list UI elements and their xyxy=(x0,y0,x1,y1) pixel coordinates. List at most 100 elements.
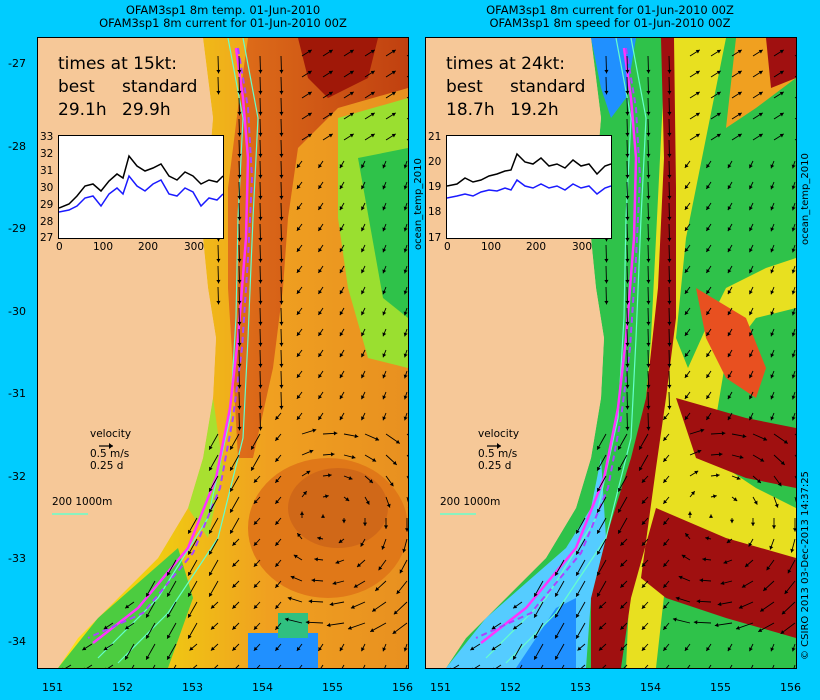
current-arrowhead xyxy=(705,536,710,541)
inset-ytick: 18 xyxy=(428,206,442,218)
current-arrowhead xyxy=(258,279,263,284)
current-arrowhead xyxy=(555,592,559,597)
current-arrowhead xyxy=(375,436,380,441)
current-arrowhead xyxy=(251,445,255,450)
isobath-line xyxy=(505,38,647,664)
current-arrowhead xyxy=(576,634,580,639)
current-arrowhead xyxy=(618,487,622,492)
current-arrowhead xyxy=(667,342,672,347)
current-arrowhead xyxy=(253,604,258,609)
lat-tick-label: -34 xyxy=(8,635,26,648)
current-arrowhead xyxy=(770,647,775,652)
current-arrowhead xyxy=(625,237,630,242)
times-header: times at 15kt: xyxy=(58,54,178,74)
current-arrowhead xyxy=(625,279,630,284)
current-arrowhead xyxy=(318,332,322,337)
current-arrowhead xyxy=(237,321,242,326)
current-arrow xyxy=(214,664,219,668)
current-vector-field xyxy=(62,49,408,668)
velocity-legend-arrow xyxy=(487,443,501,449)
current-arrowhead xyxy=(750,522,756,526)
current-arrowhead xyxy=(646,174,651,179)
current-arrowhead xyxy=(577,646,582,651)
current-arrowhead xyxy=(360,542,365,547)
current-arrowhead xyxy=(716,70,721,75)
speed-inset-chart xyxy=(446,135,612,239)
current-arrowhead xyxy=(667,279,672,284)
current-arrowhead xyxy=(237,279,242,284)
current-arrowhead xyxy=(361,269,365,274)
current-arrowhead xyxy=(706,416,710,421)
lon-tick-label: 153 xyxy=(182,681,203,694)
current-arrowhead xyxy=(312,428,317,433)
current-arrowhead xyxy=(777,482,782,487)
current-arrowhead xyxy=(684,163,689,168)
current-arrowhead xyxy=(354,434,359,439)
current-arrowhead xyxy=(361,206,365,211)
moderate-speed-band xyxy=(696,288,766,398)
current-arrowhead xyxy=(738,604,743,609)
current-arrowhead xyxy=(620,604,625,609)
current-arrowhead xyxy=(339,311,344,316)
current-arrow xyxy=(794,433,796,436)
best-time-value: 18.7h xyxy=(446,100,495,120)
current-arrowhead xyxy=(742,434,747,439)
current-arrowhead xyxy=(723,560,728,564)
current-arrowhead xyxy=(667,111,672,116)
current-arrowhead xyxy=(146,634,150,639)
current-arrowhead xyxy=(706,647,710,652)
current-arrowhead xyxy=(253,478,258,483)
current-arrowhead xyxy=(736,625,740,630)
current-arrowhead xyxy=(639,466,643,471)
current-arrowhead xyxy=(667,216,672,221)
current-arrowhead xyxy=(684,415,689,420)
current-arrowhead xyxy=(739,455,744,460)
current-arrowhead xyxy=(699,578,704,583)
current-arrowhead xyxy=(727,311,732,316)
current-arrowhead xyxy=(784,590,789,595)
lat-tick-label: -29 xyxy=(8,222,26,235)
current-arrowhead xyxy=(727,395,732,400)
current-arrowhead xyxy=(695,112,700,117)
current-arrowhead xyxy=(275,625,280,630)
current-arrowhead xyxy=(279,174,284,179)
current-arrowhead xyxy=(737,133,742,138)
current-arrowhead xyxy=(693,620,698,625)
current-arrowhead xyxy=(727,290,732,295)
current-arrowhead xyxy=(296,415,301,420)
current-arrowhead xyxy=(258,111,263,116)
current-arrowhead xyxy=(209,445,213,450)
panel-1-title-line2: OFAM3sp1 8m current for 01-Jun-2010 00Z xyxy=(99,16,347,30)
current-arrowhead xyxy=(771,525,777,529)
current-arrowhead xyxy=(766,566,771,571)
current-arrowhead xyxy=(237,237,242,242)
current-arrowhead xyxy=(279,258,284,263)
current-arrowhead xyxy=(695,49,700,54)
current-arrowhead xyxy=(167,613,171,618)
current-arrowhead xyxy=(318,248,322,253)
current-arrowhead xyxy=(284,617,289,622)
current-arrowhead xyxy=(232,541,237,546)
current-arrowhead xyxy=(361,353,365,358)
current-arrowhead xyxy=(209,466,213,471)
current-arrowhead xyxy=(403,290,408,295)
current-arrowhead xyxy=(791,206,796,211)
standard-label: standard xyxy=(122,77,198,97)
warm-current-core xyxy=(298,38,378,98)
current-arrowhead xyxy=(667,258,672,263)
fast-current-core xyxy=(766,38,796,88)
current-arrowhead xyxy=(339,164,344,169)
current-arrowhead xyxy=(258,405,263,410)
current-arrowhead xyxy=(258,216,263,221)
current-arrowhead xyxy=(684,646,689,651)
current-arrowhead xyxy=(646,279,651,284)
current-arrowhead xyxy=(328,112,333,117)
current-arrowhead xyxy=(318,227,322,232)
current-arrowhead xyxy=(491,646,496,651)
current-arrowhead xyxy=(253,646,258,651)
current-arrowhead xyxy=(381,545,386,550)
current-arrowhead xyxy=(641,520,646,525)
current-arrowhead xyxy=(382,353,387,358)
current-arrowhead xyxy=(604,279,609,284)
current-arrowhead xyxy=(392,461,397,465)
